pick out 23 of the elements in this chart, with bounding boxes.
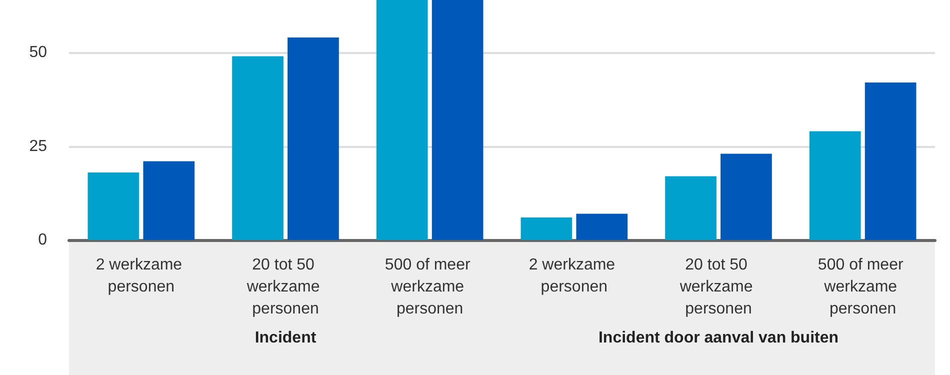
x-tick-label: 20 tot 50 werkzame personen (678, 256, 758, 318)
x-tick-label: 2 werkzame personen (528, 256, 620, 296)
bar (88, 172, 140, 240)
bar (809, 131, 861, 240)
y-tick-label: 25 (29, 138, 48, 155)
bar (232, 56, 284, 240)
x-tick-label: 20 tot 50 werkzame personen (246, 256, 324, 318)
x-tick-label: 2 werkzame personen (96, 256, 187, 296)
text: Incident door aanval van buiten (598, 330, 839, 346)
y-tick-label: 50 (29, 44, 48, 61)
y-tick-label: 0 (38, 232, 48, 248)
bar (665, 176, 716, 240)
bar (520, 218, 572, 240)
bar (720, 154, 772, 240)
bar (432, 0, 484, 240)
bar (376, 0, 428, 240)
bar (864, 82, 916, 240)
text: Incident (254, 330, 317, 346)
x-tick-label: 500 of meer werkzame personen (818, 256, 908, 318)
bar (576, 214, 628, 240)
x-tick-label: 500 of meer werkzame personen (384, 256, 475, 318)
bar (143, 161, 195, 240)
bar (288, 38, 339, 240)
